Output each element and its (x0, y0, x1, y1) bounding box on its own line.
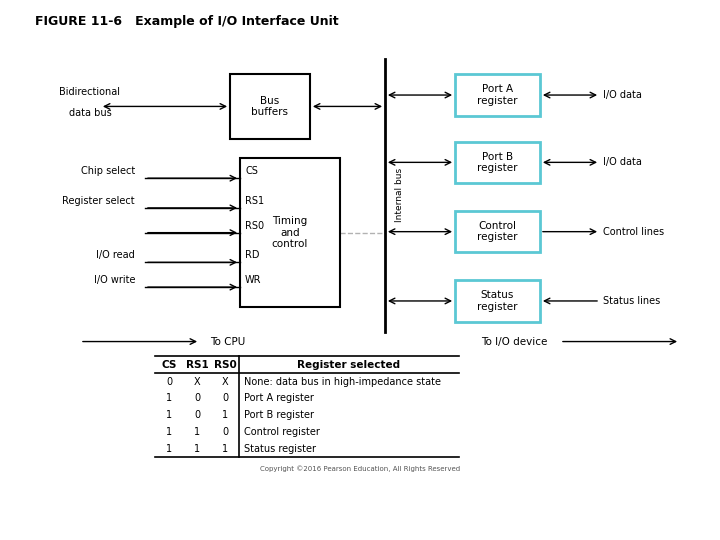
Text: Timing
and
control: Timing and control (272, 216, 308, 249)
Text: 1: 1 (194, 444, 200, 454)
Text: I/O data: I/O data (603, 90, 642, 100)
Text: X: X (194, 376, 200, 387)
Text: I/O write: I/O write (94, 275, 135, 285)
Bar (455, 74, 540, 116)
Text: CS: CS (161, 360, 176, 370)
Text: 0: 0 (194, 410, 200, 420)
Text: RS1: RS1 (245, 196, 264, 206)
Text: Internal bus: Internal bus (395, 168, 404, 222)
Text: 1: 1 (194, 427, 200, 437)
Text: 1: 1 (166, 444, 172, 454)
Text: Chip select: Chip select (81, 166, 135, 176)
Text: RS1: RS1 (186, 360, 208, 370)
Text: data bus: data bus (68, 109, 112, 118)
Text: Copyright ©2016, 2008, 2004
by Pearson Education, Inc.
All rights reserved.: Copyright ©2016, 2008, 2004 by Pearson E… (446, 492, 582, 523)
Text: I/O read: I/O read (96, 251, 135, 260)
Text: Bus
buffers: Bus buffers (251, 96, 289, 117)
Text: ALWAYS LEARNING: ALWAYS LEARNING (14, 503, 117, 512)
Text: Bidirectional: Bidirectional (60, 86, 120, 97)
Bar (455, 141, 540, 183)
Bar (240, 158, 340, 307)
Text: 1: 1 (166, 410, 172, 420)
Text: Status lines: Status lines (603, 296, 660, 306)
Text: RS0: RS0 (214, 360, 236, 370)
Text: Port B
register: Port B register (477, 152, 518, 173)
Text: Port B register: Port B register (244, 410, 314, 420)
Text: X: X (222, 376, 228, 387)
Text: Control lines: Control lines (603, 227, 664, 237)
Text: None: data bus in high-impedance state: None: data bus in high-impedance state (244, 376, 441, 387)
Text: To CPU: To CPU (210, 336, 246, 347)
Bar (230, 74, 310, 139)
Text: 1: 1 (222, 444, 228, 454)
Text: Status register: Status register (244, 444, 316, 454)
Text: Port A register: Port A register (244, 394, 314, 403)
Text: Control
register: Control register (477, 221, 518, 242)
Text: 0: 0 (166, 376, 172, 387)
Text: Control register: Control register (244, 427, 320, 437)
Text: Port A
register: Port A register (477, 84, 518, 106)
Text: Logic and Computer Design Fundamentals, Fifth Edition
Mano | Kime | Martin: Logic and Computer Design Fundamentals, … (108, 498, 360, 517)
Text: RD: RD (245, 251, 259, 260)
Text: 0: 0 (222, 427, 228, 437)
Text: Register selected: Register selected (297, 360, 400, 370)
Text: 1: 1 (222, 410, 228, 420)
Text: 0: 0 (194, 394, 200, 403)
Text: PEARSON: PEARSON (677, 497, 720, 518)
Text: 1: 1 (166, 427, 172, 437)
Bar (455, 211, 540, 252)
Text: CS: CS (245, 166, 258, 176)
Text: 1: 1 (166, 394, 172, 403)
Text: FIGURE 11-6   Example of I/O Interface Unit: FIGURE 11-6 Example of I/O Interface Uni… (35, 15, 338, 28)
Text: WR: WR (245, 275, 261, 285)
Text: RS0: RS0 (245, 221, 264, 231)
Text: Copyright ©2016 Pearson Education, All Rights Reserved: Copyright ©2016 Pearson Education, All R… (260, 465, 460, 472)
Text: Status
register: Status register (477, 290, 518, 312)
Text: 0: 0 (222, 394, 228, 403)
Text: I/O data: I/O data (603, 157, 642, 167)
Text: Register select: Register select (63, 196, 135, 206)
Text: To I/O device: To I/O device (481, 336, 547, 347)
Bar (455, 280, 540, 322)
